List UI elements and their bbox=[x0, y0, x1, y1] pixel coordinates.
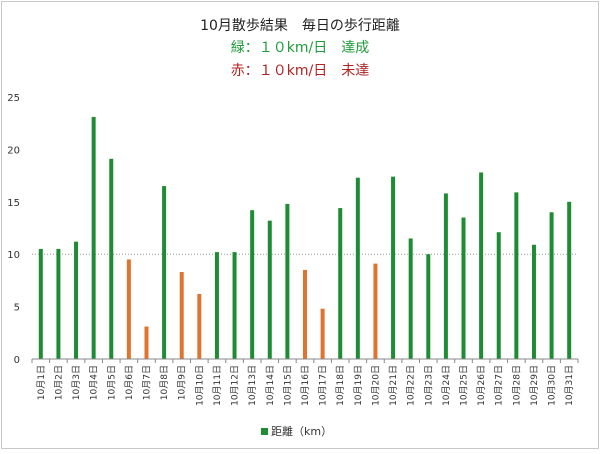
bar bbox=[197, 294, 202, 359]
x-tick-label: 10月24日 bbox=[441, 365, 452, 406]
bar bbox=[109, 158, 114, 359]
chart-subtitle-not-achieved: 赤：１０km/日 未達 bbox=[231, 63, 369, 79]
bar bbox=[338, 208, 343, 359]
bar bbox=[373, 263, 378, 359]
x-tick-label: 10月21日 bbox=[388, 365, 399, 406]
x-tick-label: 10月19日 bbox=[353, 365, 364, 406]
x-tick-label: 10月15日 bbox=[282, 365, 293, 406]
y-tick-label: 0 bbox=[14, 355, 20, 366]
x-tick-label: 10月20日 bbox=[370, 365, 381, 406]
bar bbox=[179, 272, 184, 359]
x-tick-label: 10月3日 bbox=[71, 365, 82, 400]
chart-subtitle-achieved: 緑：１０km/日 達成 bbox=[231, 40, 369, 56]
bar bbox=[144, 326, 149, 359]
bar bbox=[232, 252, 237, 359]
bar bbox=[408, 238, 413, 359]
y-tick-label: 20 bbox=[7, 145, 20, 156]
bar bbox=[391, 176, 396, 359]
bar bbox=[567, 201, 572, 359]
bar bbox=[443, 193, 448, 359]
y-tick-label: 10 bbox=[7, 250, 20, 261]
x-tick-label: 10月5日 bbox=[106, 365, 117, 400]
bar bbox=[285, 203, 290, 359]
y-tick-label: 5 bbox=[14, 303, 20, 314]
x-tick-label: 10月6日 bbox=[124, 365, 135, 400]
x-tick-label: 10月25日 bbox=[459, 365, 470, 406]
x-tick-label: 10月14日 bbox=[265, 365, 276, 406]
bar bbox=[426, 254, 431, 359]
x-tick-label: 10月28日 bbox=[511, 365, 522, 406]
x-tick-label: 10月8日 bbox=[159, 365, 170, 400]
x-tick-label: 10月12日 bbox=[230, 365, 241, 406]
legend-label: 距離（km） bbox=[271, 424, 332, 438]
legend-swatch bbox=[261, 428, 268, 435]
x-tick-label: 10月27日 bbox=[494, 365, 505, 406]
x-tick-label: 10月11日 bbox=[212, 365, 223, 406]
x-tick-label: 10月18日 bbox=[335, 365, 346, 406]
x-tick-label: 10月22日 bbox=[406, 365, 417, 406]
bar bbox=[514, 192, 519, 359]
bar bbox=[126, 259, 131, 359]
x-tick-label: 10月30日 bbox=[547, 365, 558, 406]
bar bbox=[320, 308, 325, 359]
bar bbox=[250, 210, 255, 359]
plot-area: 0 5 10 15 20 25 10月1日 10月2日 10月3日 10月4日 10月5日 10月6日… bbox=[7, 93, 579, 406]
x-tick-label: 10月1日 bbox=[36, 365, 47, 400]
bar bbox=[531, 244, 536, 359]
legend: 距離（km） bbox=[261, 424, 332, 438]
x-tick-label: 10月2日 bbox=[53, 365, 64, 400]
x-tick-label: 10月13日 bbox=[247, 365, 258, 406]
x-tick-label: 10月9日 bbox=[177, 365, 188, 400]
bar bbox=[162, 186, 167, 359]
x-tick-label: 10月23日 bbox=[423, 365, 434, 406]
x-tick-label: 10月7日 bbox=[141, 365, 152, 400]
bar bbox=[74, 241, 79, 359]
x-tick-label: 10月29日 bbox=[529, 365, 540, 406]
chart-title: 10月散歩結果 毎日の歩行距離 bbox=[200, 17, 400, 34]
bar bbox=[214, 252, 219, 359]
bar bbox=[355, 177, 360, 359]
bar bbox=[38, 248, 43, 359]
bar bbox=[496, 232, 501, 359]
bar bbox=[91, 116, 96, 359]
bar bbox=[303, 269, 307, 359]
bar bbox=[479, 172, 484, 359]
x-tick-label: 10月4日 bbox=[89, 365, 100, 400]
x-tick-label: 10月16日 bbox=[300, 365, 311, 406]
bar bbox=[461, 217, 466, 359]
x-tick-label: 10月17日 bbox=[318, 365, 329, 406]
bar bbox=[549, 212, 554, 359]
x-tick-label: 10月10日 bbox=[194, 365, 205, 406]
y-tick-label: 25 bbox=[7, 93, 20, 104]
bar bbox=[267, 220, 272, 359]
x-tick-label: 10月26日 bbox=[476, 365, 487, 406]
bar bbox=[56, 248, 61, 359]
y-tick-label: 15 bbox=[7, 198, 20, 209]
x-tick-label: 10月31日 bbox=[564, 365, 575, 406]
